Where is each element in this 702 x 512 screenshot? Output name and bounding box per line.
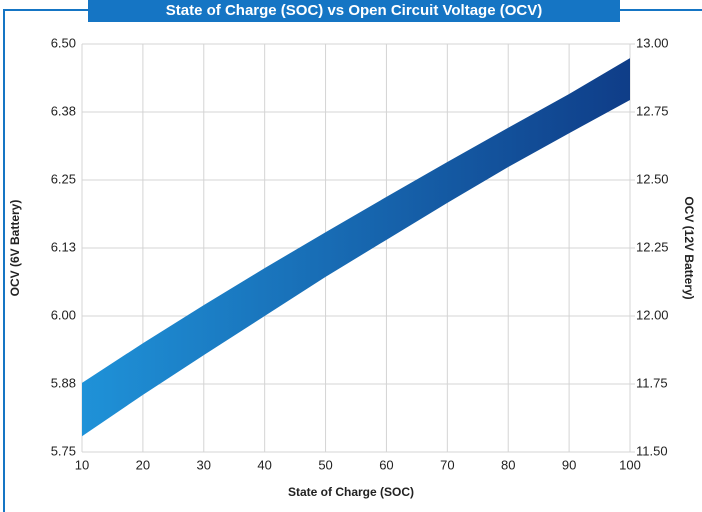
band-area: [82, 58, 630, 437]
x-axis-label: State of Charge (SOC): [288, 485, 414, 499]
x-tick-label: 100: [619, 457, 641, 472]
y-tick-label: 6.38: [51, 103, 76, 118]
x-tick-label: 10: [75, 457, 89, 472]
y2-tick-label: 12.00: [636, 307, 669, 322]
y-tick-label: 6.25: [51, 171, 76, 186]
y2-tick-label: 11.75: [636, 375, 668, 390]
y2-tick-label: 11.50: [636, 443, 668, 458]
y-tick-label: 5.75: [51, 443, 76, 458]
x-tick-label: 60: [379, 457, 393, 472]
x-tick-label: 50: [318, 457, 332, 472]
x-tick-label: 40: [257, 457, 271, 472]
x-tick-label: 70: [440, 457, 454, 472]
x-tick-label: 30: [197, 457, 211, 472]
y-tick-label: 6.13: [51, 239, 76, 254]
y-axis-label: OCV (6V Battery): [8, 200, 22, 297]
y2-axis-label: OCV (12V Battery): [682, 196, 696, 299]
y2-tick-label: 12.25: [636, 239, 669, 254]
frame: [3, 9, 88, 512]
y-tick-label: 6.00: [51, 307, 76, 322]
chart-title: State of Charge (SOC) vs Open Circuit Vo…: [166, 2, 542, 19]
x-tick-label: 90: [562, 457, 576, 472]
title-box: [88, 0, 620, 22]
y2-tick-label: 12.75: [636, 103, 669, 118]
y2-tick-label: 13.00: [636, 35, 669, 50]
x-tick-label: 20: [136, 457, 150, 472]
y-tick-label: 5.88: [51, 375, 76, 390]
y-tick-label: 6.50: [51, 35, 76, 50]
y2-tick-label: 12.50: [636, 171, 669, 186]
x-tick-label: 80: [501, 457, 515, 472]
